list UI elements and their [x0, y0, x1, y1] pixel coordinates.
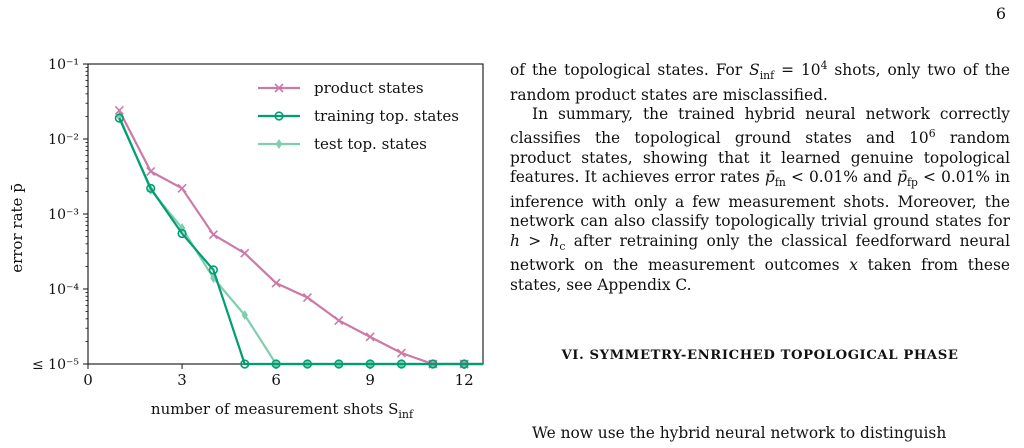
x-tick-label: 0	[83, 371, 93, 389]
paragraph-1: of the topological states. For Sinf = 10…	[510, 59, 1011, 104]
x-axis-label: number of measurement shots Sinf	[151, 400, 414, 421]
data-point-cross	[271, 278, 281, 288]
legend-entry: product states	[258, 79, 424, 97]
y-tick-label: 10⁻⁴	[48, 282, 79, 298]
data-point-circle	[428, 359, 438, 369]
data-point-circle	[208, 265, 218, 275]
y-tick-label: 10⁻³	[48, 207, 79, 223]
data-point-cross	[365, 332, 375, 342]
legend-label: test top. states	[314, 135, 427, 153]
x-tick-label: 3	[177, 371, 187, 389]
data-point-cross	[177, 183, 187, 193]
legend-entry: training top. states	[258, 107, 459, 125]
series-line	[118, 115, 483, 366]
y-tick-label: 10⁻²	[48, 132, 79, 148]
data-point-diamond	[275, 139, 283, 149]
page-number: 6	[995, 4, 1006, 23]
x-tick-label: 6	[271, 371, 281, 389]
series-test-top-states	[116, 111, 483, 369]
y-tick-label: 10⁻¹	[48, 57, 79, 73]
x-tick-label: 9	[365, 371, 375, 389]
data-point-circle	[396, 359, 407, 369]
y-axis-label: error rate p̄	[8, 183, 26, 273]
series-training-top-states	[114, 113, 483, 369]
data-point-cross	[302, 292, 313, 303]
series-line	[118, 117, 483, 366]
data-point-circle	[271, 359, 281, 369]
data-point-circle	[274, 111, 284, 121]
series-line	[118, 109, 483, 366]
data-point-circle	[114, 113, 124, 123]
data-point-cross	[114, 105, 124, 116]
data-point-cross	[396, 348, 407, 358]
data-point-circle	[334, 359, 344, 369]
data-point-cross	[334, 315, 344, 326]
data-point-cross	[146, 166, 156, 176]
plot-legend: product states training top. states test t…	[258, 79, 459, 153]
x-tick-label: 12	[455, 371, 474, 389]
data-point-circle	[177, 228, 187, 239]
data-point-circle	[146, 183, 156, 193]
data-point-cross	[240, 248, 250, 258]
y-tick-label: ≤ 10⁻⁵	[32, 357, 79, 373]
plot-ticks: 0 3 6 9 12 10⁻¹ 10⁻² 10⁻³ 10⁻⁴ ≤ 10⁻⁵	[32, 57, 474, 389]
plot-series	[114, 105, 483, 369]
paragraph-2: In summary, the trained hybrid neural ne…	[510, 105, 1010, 294]
legend-label: training top. states	[314, 107, 459, 125]
data-point-circle	[365, 359, 375, 369]
data-point-cross	[208, 230, 218, 240]
x-axis-label-sub: inf	[398, 408, 414, 421]
legend-label: product states	[314, 79, 424, 97]
data-point-circle	[240, 359, 250, 369]
series-product-states	[114, 105, 483, 369]
data-point-cross	[274, 83, 284, 93]
legend-entry: test top. states	[258, 135, 427, 153]
paragraph-3: We now use the hybrid neural network to …	[532, 424, 947, 442]
data-point-circle	[302, 359, 313, 369]
data-point-diamond	[241, 310, 248, 321]
body-text-column: of the topological states. For Sinf = 10…	[510, 56, 1010, 295]
data-point-circle	[459, 359, 469, 369]
section-heading: VI. SYMMETRY-ENRICHED TOPOLOGICAL PHASE	[561, 348, 959, 363]
error-rate-plot: 0 3 6 9 12 10⁻¹ 10⁻² 10⁻³ 10⁻⁴ ≤ 10⁻⁵ product sta…	[8, 57, 484, 421]
x-axis-label-text: number of measurement shots S	[151, 400, 398, 418]
